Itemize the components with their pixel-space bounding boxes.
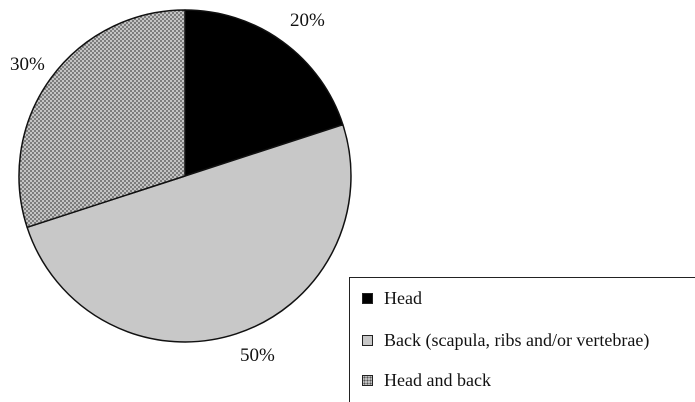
pie-slice-head bbox=[184, 9, 344, 177]
legend-swatch-back bbox=[362, 335, 373, 346]
legend-item-head: Head bbox=[362, 288, 422, 309]
pie-slice-head-and-back bbox=[18, 9, 186, 229]
legend-swatch-head-and-back bbox=[362, 375, 373, 386]
chart-legend: Head Back (scapula, ribs and/or vertebra… bbox=[349, 277, 695, 402]
legend-label-head: Head bbox=[384, 288, 422, 308]
legend-item-head-and-back: Head and back bbox=[362, 370, 491, 391]
slice-label-head-and-back: 30% bbox=[10, 54, 45, 75]
legend-swatch-head bbox=[362, 293, 373, 304]
legend-item-back: Back (scapula, ribs and/or vertebrae) bbox=[362, 330, 649, 351]
legend-label-head-and-back: Head and back bbox=[384, 370, 491, 390]
pie-slice-back bbox=[26, 123, 352, 343]
slice-label-back: 50% bbox=[240, 345, 275, 366]
slice-label-head: 20% bbox=[290, 10, 325, 31]
legend-label-back: Back (scapula, ribs and/or vertebrae) bbox=[384, 330, 650, 350]
